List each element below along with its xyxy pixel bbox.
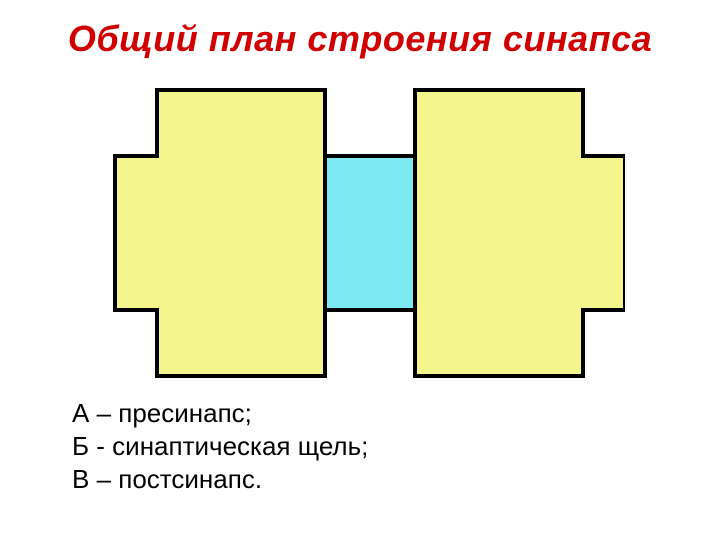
block-c: [415, 90, 625, 376]
block-a: [115, 90, 325, 376]
synapse-diagram: [95, 86, 625, 387]
legend: А – пресинапс; Б - синаптическая щель; В…: [72, 398, 368, 497]
legend-line: А – пресинапс;: [72, 398, 368, 429]
page-title: Общий план строения синапса: [0, 0, 720, 60]
block-b: [325, 156, 415, 310]
diagram-svg: [95, 86, 625, 382]
legend-line: Б - синаптическая щель;: [72, 431, 368, 462]
legend-line: В – постсинапс.: [72, 464, 368, 495]
